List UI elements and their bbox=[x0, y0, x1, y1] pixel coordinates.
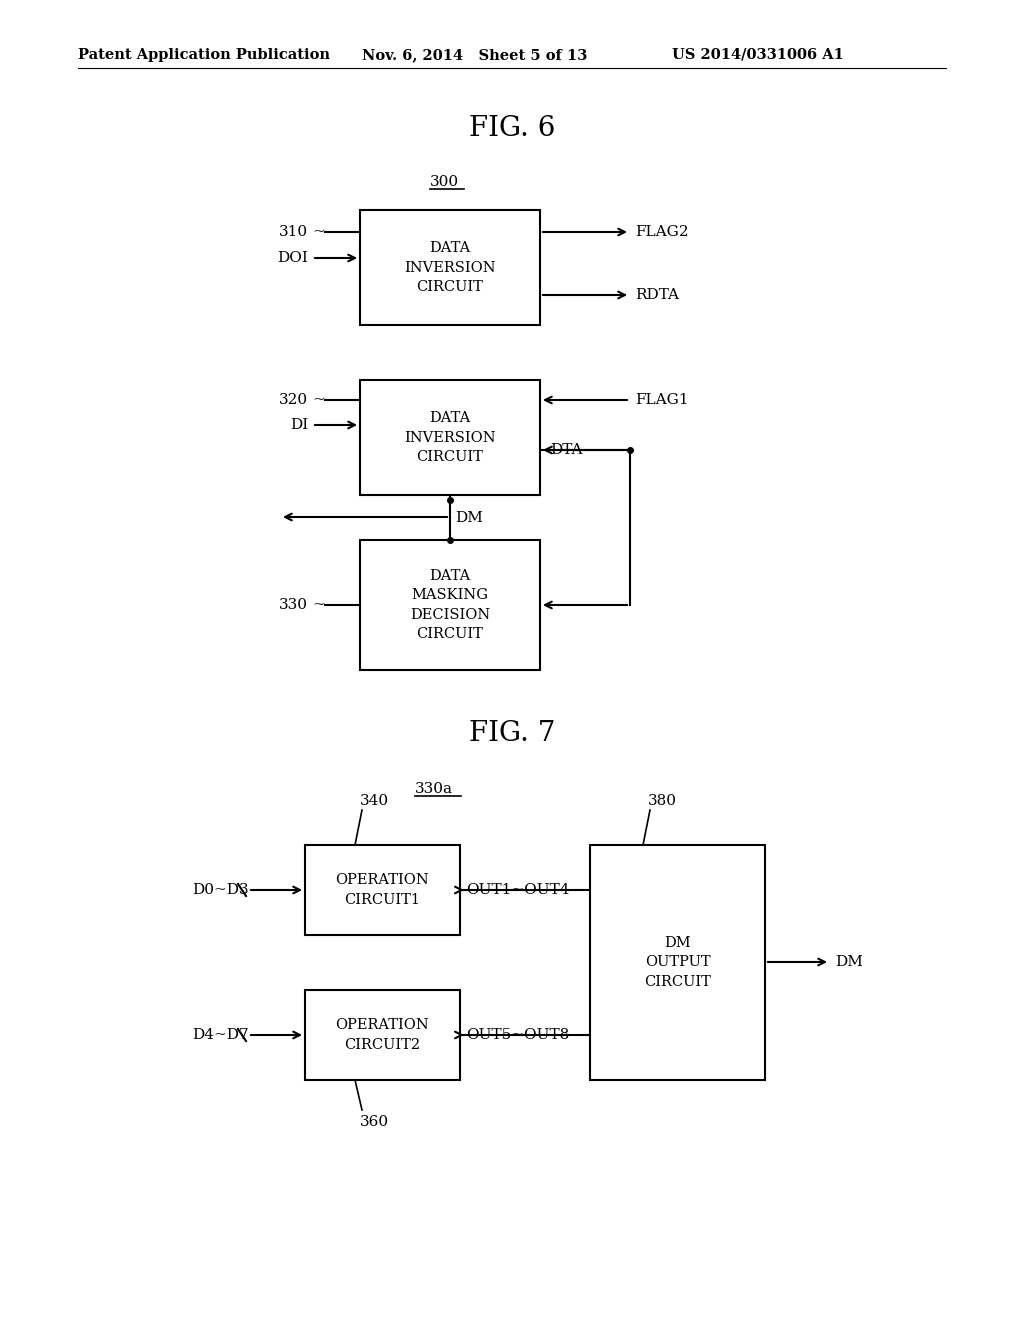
Text: DM: DM bbox=[835, 954, 863, 969]
Text: DOI: DOI bbox=[278, 251, 308, 265]
Text: 360: 360 bbox=[360, 1115, 389, 1129]
Bar bbox=[360, 540, 540, 671]
Text: 380: 380 bbox=[648, 795, 677, 808]
Text: 300: 300 bbox=[430, 176, 459, 189]
Text: FIG. 6: FIG. 6 bbox=[469, 115, 555, 143]
Text: FLAG2: FLAG2 bbox=[635, 224, 688, 239]
Text: D4~D7: D4~D7 bbox=[193, 1028, 249, 1041]
Bar bbox=[590, 845, 765, 1080]
Text: DI: DI bbox=[290, 418, 308, 432]
Bar bbox=[305, 990, 460, 1080]
Text: OPERATION
CIRCUIT2: OPERATION CIRCUIT2 bbox=[336, 1018, 429, 1052]
Text: 330: 330 bbox=[279, 598, 308, 612]
Text: RDTA: RDTA bbox=[635, 288, 679, 302]
Bar bbox=[360, 380, 540, 495]
Text: OUT5~OUT8: OUT5~OUT8 bbox=[466, 1028, 569, 1041]
Bar bbox=[305, 845, 460, 935]
Text: DATA
INVERSION
CIRCUIT: DATA INVERSION CIRCUIT bbox=[404, 411, 496, 465]
Text: DTA: DTA bbox=[550, 444, 583, 457]
Text: DATA
INVERSION
CIRCUIT: DATA INVERSION CIRCUIT bbox=[404, 242, 496, 294]
Text: FLAG1: FLAG1 bbox=[635, 393, 688, 407]
Text: FIG. 7: FIG. 7 bbox=[469, 719, 555, 747]
Text: ~: ~ bbox=[312, 598, 325, 612]
Text: Patent Application Publication: Patent Application Publication bbox=[78, 48, 330, 62]
Text: OUT1~OUT4: OUT1~OUT4 bbox=[466, 883, 569, 898]
Text: Nov. 6, 2014   Sheet 5 of 13: Nov. 6, 2014 Sheet 5 of 13 bbox=[362, 48, 588, 62]
Text: 320: 320 bbox=[279, 393, 308, 407]
Text: DATA
MASKING
DECISION
CIRCUIT: DATA MASKING DECISION CIRCUIT bbox=[410, 569, 490, 642]
Text: 310: 310 bbox=[279, 224, 308, 239]
Text: DM
OUTPUT
CIRCUIT: DM OUTPUT CIRCUIT bbox=[644, 936, 711, 989]
Text: US 2014/0331006 A1: US 2014/0331006 A1 bbox=[672, 48, 844, 62]
Text: 340: 340 bbox=[360, 795, 389, 808]
Text: OPERATION
CIRCUIT1: OPERATION CIRCUIT1 bbox=[336, 874, 429, 907]
Text: DM: DM bbox=[455, 511, 483, 524]
Text: ~: ~ bbox=[312, 393, 325, 407]
Text: 330a: 330a bbox=[415, 781, 453, 796]
Bar bbox=[360, 210, 540, 325]
Text: ~: ~ bbox=[312, 224, 325, 239]
Text: D0~D3: D0~D3 bbox=[193, 883, 249, 898]
